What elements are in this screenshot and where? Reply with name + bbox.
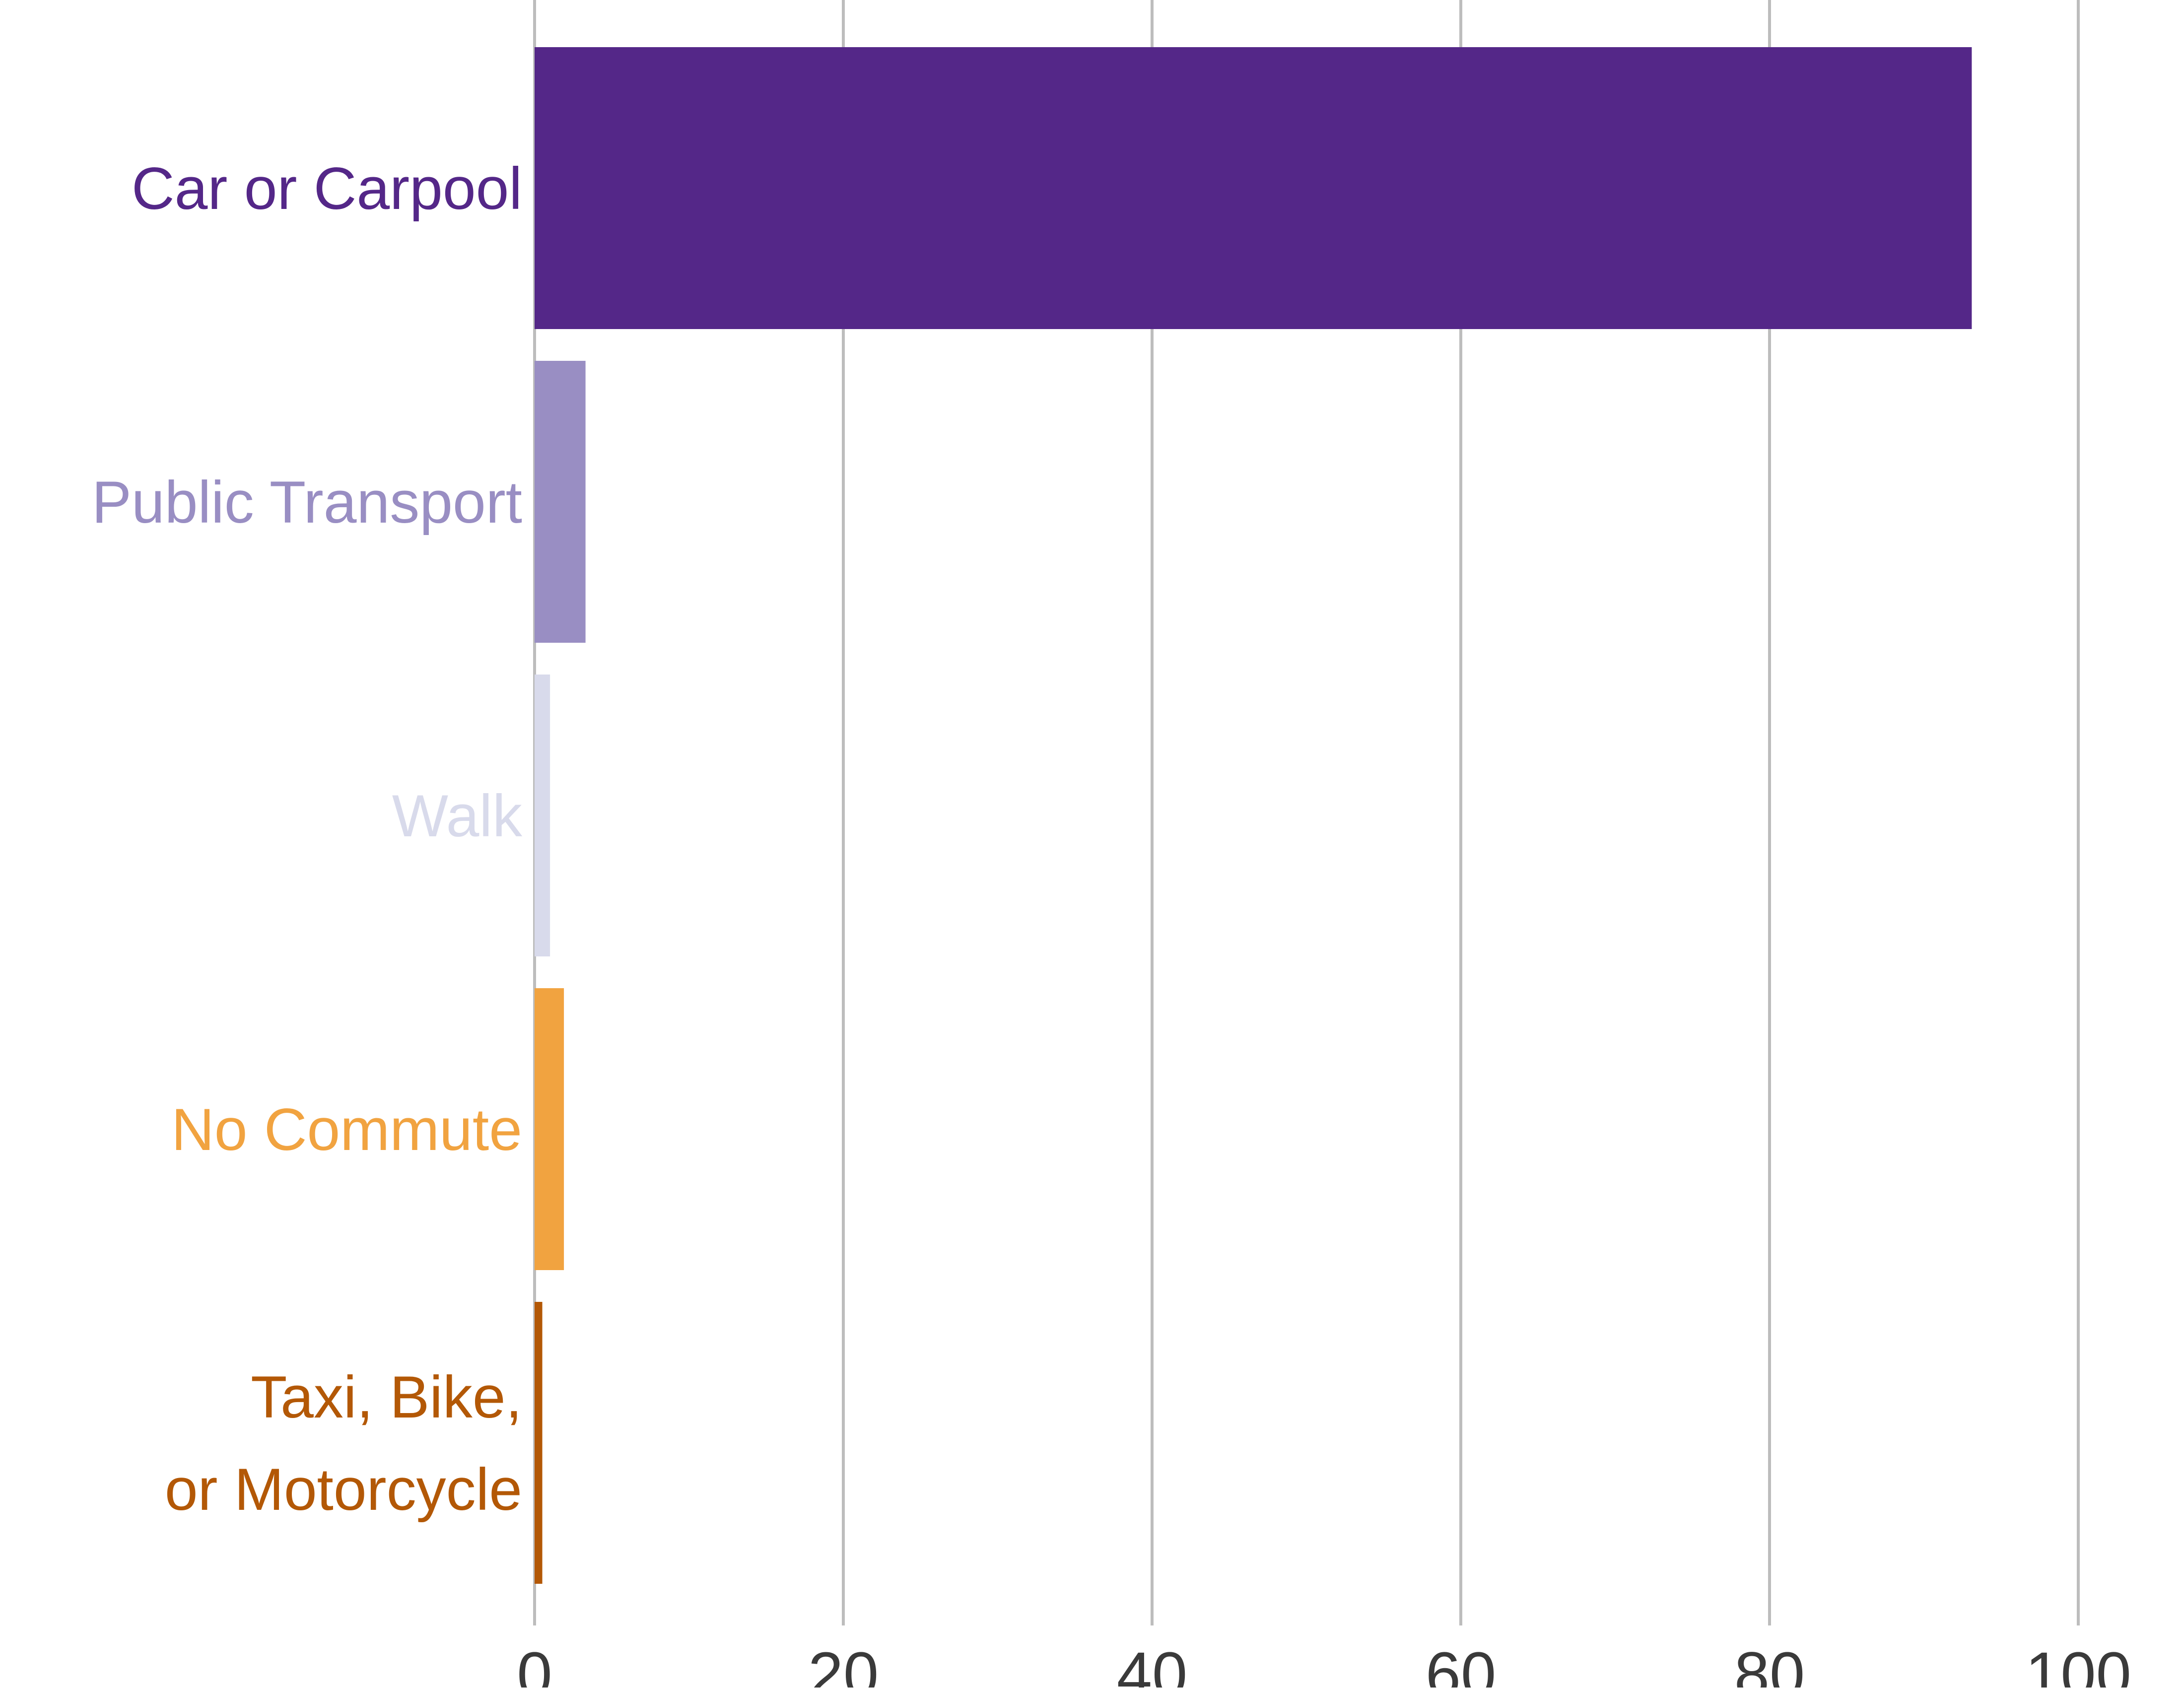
- x-tick-label-80: 80: [1734, 1639, 1805, 1688]
- category-label-car-or-carpool: Car or Carpool: [132, 155, 522, 222]
- bar-public-transport: [535, 361, 586, 643]
- category-label-taxi-bike-or-motorcycle-line-2: or Motorcycle: [165, 1456, 522, 1523]
- bar-walk: [535, 675, 550, 956]
- category-label-public-transport: Public Transport: [92, 469, 522, 536]
- x-tick-label-100: 100: [2025, 1639, 2131, 1688]
- x-tick-label-40: 40: [1117, 1639, 1187, 1688]
- category-label-no-commute: No Commute: [171, 1096, 522, 1163]
- bars: [535, 47, 1972, 1584]
- category-labels: Car or Carpool Public Transport Walk No Com…: [92, 155, 523, 1523]
- category-label-walk: Walk: [392, 783, 523, 849]
- x-tick-label-20: 20: [808, 1639, 879, 1688]
- x-tick-label-60: 60: [1426, 1639, 1496, 1688]
- x-tick-label-0: 0: [517, 1639, 552, 1688]
- bar-no-commute: [535, 988, 564, 1270]
- bar-car-or-carpool: [535, 47, 1972, 329]
- bar-taxi-bike-or-motorcycle: [535, 1302, 543, 1584]
- x-tick-labels: 0 20 40 60 80 100: [517, 1639, 2131, 1690]
- category-label-taxi-bike-or-motorcycle-line-1: Taxi, Bike,: [251, 1364, 522, 1430]
